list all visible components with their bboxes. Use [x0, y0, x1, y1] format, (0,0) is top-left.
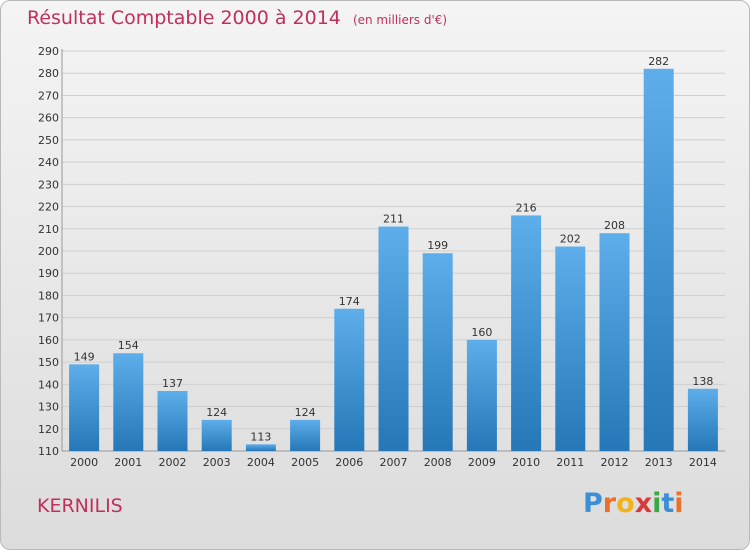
bar-2012 [599, 233, 630, 451]
y-tick-label: 270 [38, 89, 59, 102]
x-tick-label: 2000 [70, 456, 98, 469]
x-tick-label: 2008 [424, 456, 452, 469]
y-tick-label: 180 [38, 289, 59, 302]
logo-letter: o [616, 488, 635, 519]
bar-2001 [113, 353, 144, 451]
bar-value-label: 138 [692, 375, 713, 388]
bar-value-label: 154 [118, 339, 139, 352]
bar-value-label: 208 [604, 219, 625, 232]
x-tick-label: 2012 [601, 456, 629, 469]
x-tick-label: 2011 [556, 456, 584, 469]
y-tick-label: 230 [38, 178, 59, 191]
logo-letter: t [661, 488, 675, 519]
bar-value-label: 124 [295, 406, 316, 419]
y-tick-label: 150 [38, 356, 59, 369]
bar-2013 [643, 68, 674, 452]
bar-value-label: 174 [339, 295, 360, 308]
x-tick-label: 2009 [468, 456, 496, 469]
y-tick-label: 240 [38, 156, 59, 169]
chart-title: Résultat Comptable 2000 à 2014 (en milli… [27, 7, 447, 29]
x-tick-label: 2010 [512, 456, 540, 469]
bar-2002 [157, 391, 188, 451]
y-tick-label: 110 [38, 445, 59, 458]
bar-2009 [466, 339, 497, 451]
y-tick-label: 170 [38, 312, 59, 325]
bar-2004 [245, 444, 276, 451]
y-tick-label: 210 [38, 223, 59, 236]
bar-value-label: 202 [560, 233, 581, 246]
bar-2005 [290, 419, 321, 451]
bar-2006 [334, 308, 365, 451]
bar-2007 [378, 226, 409, 451]
y-tick-label: 290 [38, 45, 59, 58]
y-tick-label: 120 [38, 423, 59, 436]
bar-value-label: 160 [471, 326, 492, 339]
x-tick-label: 2004 [247, 456, 275, 469]
bar-2014 [687, 388, 718, 451]
commune-name: KERNILIS [37, 495, 123, 517]
bar-value-label: 149 [74, 350, 95, 363]
logo-letter: x [634, 488, 653, 519]
x-tick-label: 2001 [114, 456, 142, 469]
x-tick-label: 2013 [645, 456, 673, 469]
y-tick-label: 200 [38, 245, 59, 258]
bar-2000 [69, 364, 100, 451]
bar-value-label: 199 [427, 239, 448, 252]
logo-letter: i [652, 488, 662, 519]
y-tick-label: 250 [38, 134, 59, 147]
logo-letter: r [602, 488, 617, 519]
y-tick-label: 260 [38, 112, 59, 125]
x-tick-label: 2007 [380, 456, 408, 469]
y-tick-label: 280 [38, 67, 59, 80]
y-tick-label: 220 [38, 201, 59, 214]
proxiti-logo: Proxiti [583, 488, 684, 519]
bar-value-label: 216 [516, 201, 537, 214]
logo-letter: P [583, 488, 603, 519]
y-tick-label: 130 [38, 401, 59, 414]
bar-value-label: 113 [250, 430, 271, 443]
bar-value-label: 124 [206, 406, 227, 419]
y-tick-label: 140 [38, 378, 59, 391]
x-tick-label: 2006 [335, 456, 363, 469]
x-tick-label: 2005 [291, 456, 319, 469]
chart-subtitle: (en milliers d'€) [352, 13, 448, 27]
logo-letter: i [674, 488, 684, 519]
chart-title-text: Résultat Comptable 2000 à 2014 [27, 7, 341, 29]
y-tick-label: 190 [38, 267, 59, 280]
x-tick-label: 2002 [159, 456, 187, 469]
x-tick-label: 2003 [203, 456, 231, 469]
bar-2008 [422, 253, 453, 451]
bar-value-label: 211 [383, 213, 404, 226]
bar-2011 [555, 246, 586, 451]
bar-value-label: 137 [162, 377, 183, 390]
bar-2010 [511, 215, 542, 451]
y-tick-label: 160 [38, 334, 59, 347]
bar-value-label: 282 [648, 55, 669, 68]
x-tick-label: 2014 [689, 456, 717, 469]
bar-2003 [201, 419, 232, 451]
